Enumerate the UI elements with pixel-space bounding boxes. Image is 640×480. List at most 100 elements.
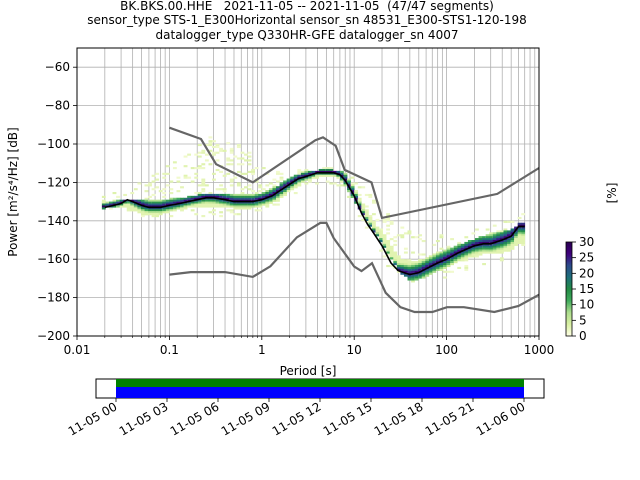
histogram-cell: [293, 186, 298, 189]
histogram-cell: [240, 192, 245, 195]
histogram-cell: [187, 205, 192, 208]
histogram-cell: [233, 199, 238, 202]
histogram-cell: [130, 201, 135, 204]
histogram-cell: [439, 263, 444, 266]
timeline-tick-label: 11-06 00: [474, 399, 528, 438]
histogram-cell: [371, 201, 376, 204]
histogram-cell: [116, 199, 120, 202]
histogram-cell: [148, 182, 152, 185]
histogram-cell: [521, 222, 526, 225]
histogram-cell: [208, 195, 213, 198]
histogram-cell: [375, 218, 380, 221]
histogram-cell: [517, 241, 522, 245]
histogram-cell: [183, 197, 188, 200]
histogram-cell: [219, 184, 224, 187]
histogram-cell: [222, 190, 227, 193]
title-line-3: datalogger_type Q330HR-GFE datalogger_sn…: [155, 28, 459, 42]
histogram-cell: [265, 205, 270, 208]
histogram-cell: [180, 209, 184, 212]
histogram-cell: [126, 205, 131, 208]
noise-model-curve: [169, 126, 539, 220]
histogram-cell: [272, 197, 277, 200]
histogram-cell: [176, 176, 181, 179]
histogram-cell: [219, 215, 224, 218]
histogram-cell: [293, 184, 298, 187]
histogram-cell: [212, 193, 216, 197]
histogram-cell: [379, 234, 383, 237]
histogram-cell: [172, 205, 177, 208]
histogram-cell: [339, 170, 344, 173]
histogram-cell: [432, 264, 437, 268]
histogram-cell: [325, 170, 330, 173]
histogram-cell: [204, 184, 209, 187]
histogram-cell: [432, 268, 437, 271]
histogram-cell: [464, 241, 469, 245]
histogram-cell: [375, 234, 380, 237]
histogram-cell: [276, 186, 280, 189]
histogram-cell: [137, 209, 142, 212]
histogram-cell: [354, 192, 359, 195]
histogram-cell: [304, 170, 309, 173]
histogram-cell: [467, 240, 472, 243]
histogram-cell: [133, 188, 138, 191]
histogram-cell: [172, 201, 177, 204]
histogram-cell: [418, 259, 423, 262]
histogram-cell: [315, 170, 319, 173]
histogram-cell: [244, 153, 248, 156]
histogram-cell: [222, 201, 227, 204]
colorbar-label: [%]: [605, 183, 619, 204]
histogram-cell: [155, 186, 160, 189]
histogram-cell: [226, 142, 231, 145]
histogram-cell: [371, 199, 376, 202]
histogram-cell: [411, 270, 415, 273]
histogram-cell: [158, 207, 163, 210]
histogram-cell: [517, 240, 522, 243]
histogram-cell: [446, 249, 451, 252]
histogram-cell: [130, 192, 135, 195]
histogram-cell: [158, 211, 163, 214]
histogram-cell: [471, 240, 476, 243]
histogram-cell: [336, 174, 341, 177]
histogram-cell: [283, 188, 287, 191]
histogram-cell: [517, 232, 522, 235]
histogram-cell: [507, 220, 511, 223]
histogram-cell: [503, 240, 508, 243]
histogram-cell: [190, 201, 195, 204]
histogram-cell: [286, 186, 291, 189]
histogram-cell: [339, 184, 344, 187]
histogram-cell: [197, 201, 202, 204]
histogram-cell: [180, 197, 184, 200]
histogram-cell: [499, 241, 504, 245]
histogram-cell: [158, 205, 163, 208]
histogram-cell: [148, 201, 152, 204]
histogram-cell: [151, 203, 156, 206]
histogram-cell: [521, 232, 526, 235]
histogram-cell: [148, 209, 152, 212]
histogram-cell: [432, 266, 437, 269]
histogram-cell: [222, 149, 227, 152]
histogram-cell: [425, 263, 430, 266]
histogram-cell: [428, 268, 433, 271]
colorbar-tick-label: 30: [579, 235, 594, 249]
histogram-cell: [137, 207, 142, 210]
histogram-cell: [393, 263, 398, 266]
histogram-cell: [318, 172, 323, 175]
histogram-cell: [101, 195, 106, 198]
histogram-cell: [279, 182, 284, 185]
histogram-cell: [276, 192, 280, 195]
ppsd-plot-area: 0.01 0.1 1 10 100 1000 −60 −80 −100 −120 −140 −160…: [6, 47, 554, 378]
histogram-cell: [453, 249, 458, 252]
histogram-cell: [258, 186, 263, 189]
histogram-cell: [162, 201, 167, 204]
histogram-cell: [510, 243, 515, 246]
histogram-cell: [251, 205, 255, 208]
histogram-cell: [357, 215, 362, 218]
histogram-cell: [382, 245, 387, 248]
histogram-cell: [389, 257, 394, 260]
colorbar-tick-label: 0: [579, 329, 587, 343]
histogram-cell: [496, 245, 501, 248]
histogram-cell: [272, 195, 277, 198]
histogram-cell: [219, 188, 224, 191]
histogram-cell: [496, 232, 501, 235]
